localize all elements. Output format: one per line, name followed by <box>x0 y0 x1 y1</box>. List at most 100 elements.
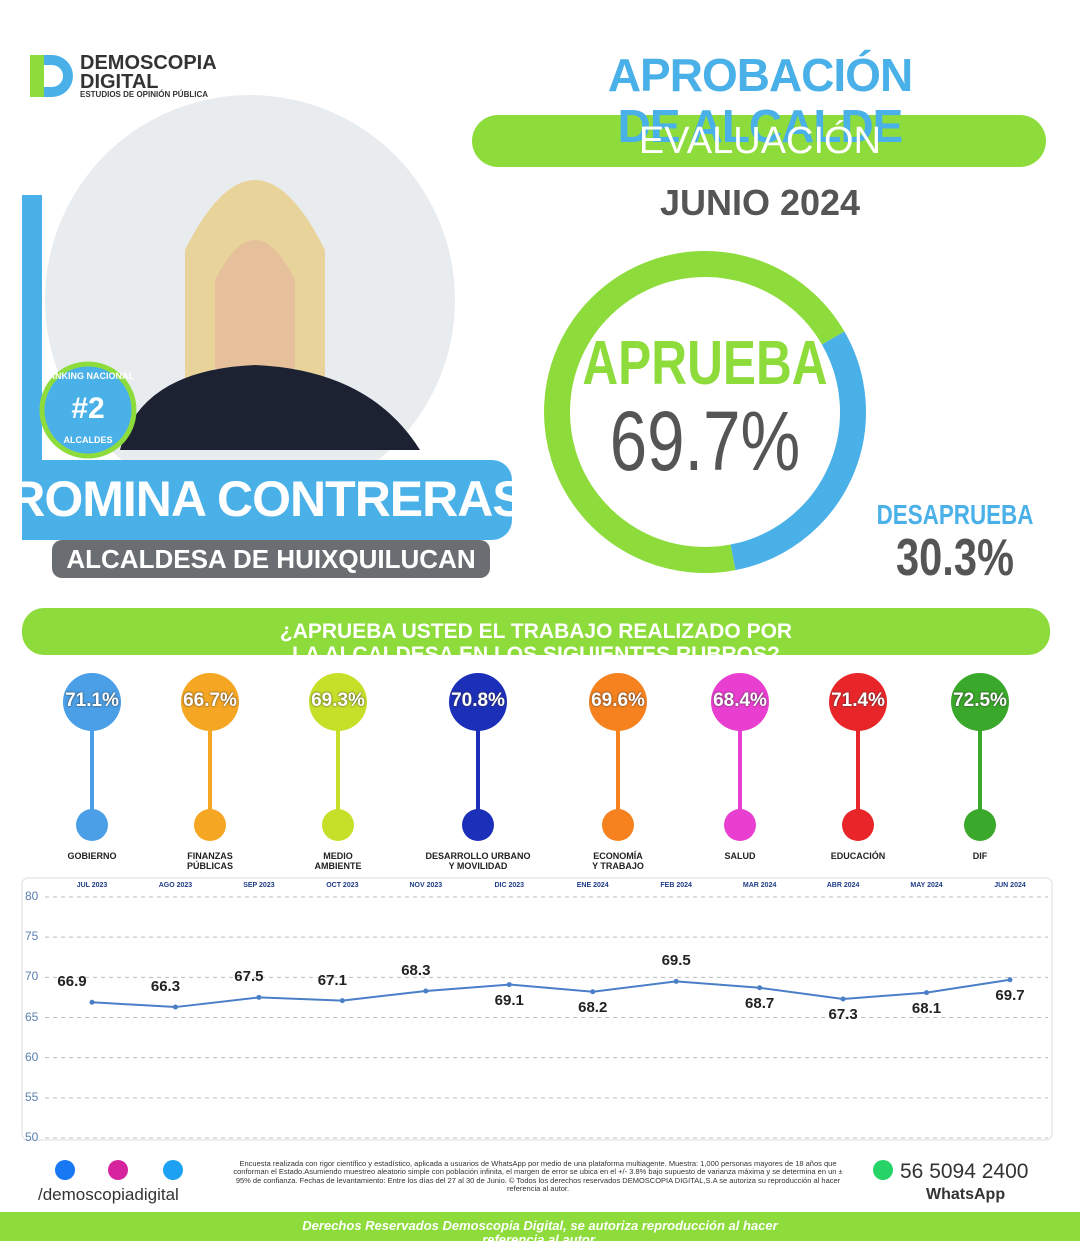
badge-rank: #2 <box>71 392 105 425</box>
x-tick-label: FEB 2024 <box>660 882 692 889</box>
rubro-icon <box>194 809 226 841</box>
subtitle-pill <box>472 115 1046 167</box>
point-label: 69.1 <box>494 991 524 1009</box>
handle: /demoscopiadigital <box>38 1185 179 1204</box>
question-pill <box>22 608 1050 655</box>
point-label: 68.3 <box>401 961 431 979</box>
rubro-value: 71.4% <box>831 690 885 711</box>
x-tick-label: AGO 2023 <box>158 882 193 889</box>
disapprove-value: 30.3% <box>896 529 1014 587</box>
point-label: 66.3 <box>150 978 181 996</box>
y-tick-label: 70 <box>25 969 39 984</box>
person-role: ALCALDESA DE HUIXQUILUCAN <box>66 544 476 574</box>
facebook-icon[interactable] <box>55 1160 75 1180</box>
line-panel <box>21 877 1053 1141</box>
whatsapp: WhatsApp <box>926 1186 1006 1203</box>
point-label: 68.2 <box>578 998 608 1016</box>
subtitle: EVALUACIÓN DEL MES <box>638 120 882 204</box>
x-tick-label: ABR 2024 <box>826 882 860 889</box>
donut-segment <box>730 331 866 571</box>
approve-value: 69.7% <box>609 394 801 488</box>
rubro-value: 69.3% <box>311 690 365 711</box>
rubro-label: ECONOMÍA Y TRABAJO <box>592 851 644 871</box>
rubro-value: 71.1% <box>65 690 119 711</box>
rubro-label: EDUCACIÓN <box>830 851 886 861</box>
y-tick-label: 75 <box>25 929 39 944</box>
rights: Derechos Reservados Demoscopia Digital, … <box>302 1218 778 1241</box>
photo-hair <box>185 180 325 430</box>
x-tick-label: JUL 2023 <box>76 882 108 889</box>
point-label: 67.3 <box>828 1006 858 1024</box>
title: APROBACIÓN DE ALCALDE <box>607 49 913 152</box>
rubro-label: DESARROLLO URBANO Y MOVILIDAD <box>425 851 531 871</box>
rubro-circle <box>181 673 239 731</box>
y-tick-label: 65 <box>25 1009 39 1024</box>
rubro-icon <box>842 809 874 841</box>
x-tick-label: SEP 2023 <box>243 882 275 889</box>
rubro-value: 68.4% <box>713 690 767 711</box>
whatsapp-icon[interactable] <box>873 1160 893 1180</box>
profile-frame <box>22 195 42 540</box>
trend-point <box>673 978 679 984</box>
rubro-label: DIF <box>972 851 988 861</box>
trend-point <box>1007 977 1013 983</box>
badge <box>39 361 137 459</box>
rubro-value: 69.6% <box>591 690 645 711</box>
point-label: 69.7 <box>995 986 1025 1004</box>
y-tick-label: 50 <box>25 1130 39 1144</box>
logo-d <box>44 55 73 97</box>
y-tick-label: 60 <box>25 1049 39 1064</box>
rubro-circle <box>951 673 1009 731</box>
disclaimer: Encuesta realizada con rigor científico … <box>233 1159 843 1193</box>
rubro-circle <box>589 673 647 731</box>
rubro-icon <box>322 809 354 841</box>
rubro-value: 72.5% <box>953 690 1007 711</box>
approve-label: APRUEBA <box>582 329 828 398</box>
rubro-value: 66.7% <box>183 690 237 711</box>
person-name: ROMINA CONTRERAS <box>9 471 525 527</box>
twitter-icon[interactable] <box>163 1160 183 1180</box>
rubro-circle <box>829 673 887 731</box>
trend-point <box>89 999 95 1005</box>
period: JUNIO 2024 <box>659 182 861 223</box>
rights-bar <box>0 1212 1080 1241</box>
trend-point <box>172 1004 178 1010</box>
point-label: 68.7 <box>745 994 775 1012</box>
trend-line <box>91 978 1011 1009</box>
x-tick-label: ENE 2024 <box>576 882 609 889</box>
badge-top: RANKING NACIONAL <box>42 371 134 381</box>
rubro-icon <box>76 809 108 841</box>
y-tick-label: 55 <box>25 1089 39 1104</box>
rubro-label: FINANZAS PÚBLICAS <box>186 851 234 871</box>
point-label: 67.1 <box>317 971 347 989</box>
y-tick-label: 80 <box>25 889 39 903</box>
brand-name: DEMOSCOPIA <box>80 52 217 74</box>
point-label: 66.9 <box>57 973 87 991</box>
question: ¿APRUEBA USTED EL TRABAJO REALIZADO POR … <box>279 620 793 667</box>
disapprove-label: DESAPRUEBA <box>876 499 1034 530</box>
name-pill <box>22 460 512 540</box>
trend-point <box>423 988 429 994</box>
trend-point <box>840 996 846 1002</box>
rubro-value: 70.8% <box>451 690 505 711</box>
x-tick-label: MAY 2024 <box>910 882 943 889</box>
rubro-icon <box>964 809 996 841</box>
rubro-circle <box>449 673 507 731</box>
donut-segment <box>544 251 845 573</box>
trend-point <box>924 990 930 996</box>
brand-name: DIGITAL <box>80 71 159 93</box>
rubro-circle <box>711 673 769 731</box>
badge-bottom: ALCALDES <box>63 435 113 445</box>
point-label: 68.1 <box>911 999 942 1017</box>
rubro-circle <box>309 673 367 731</box>
x-tick-label: DIC 2023 <box>494 882 525 889</box>
rubro-icon <box>602 809 634 841</box>
brand-tagline: ESTUDIOS DE OPINIÓN PÚBLICA <box>80 90 209 99</box>
x-tick-label: OCT 2023 <box>326 882 359 889</box>
trend-point <box>590 989 596 995</box>
instagram-icon[interactable] <box>108 1160 128 1180</box>
trend-point <box>256 994 262 1000</box>
rubro-label: SALUD <box>724 851 756 861</box>
